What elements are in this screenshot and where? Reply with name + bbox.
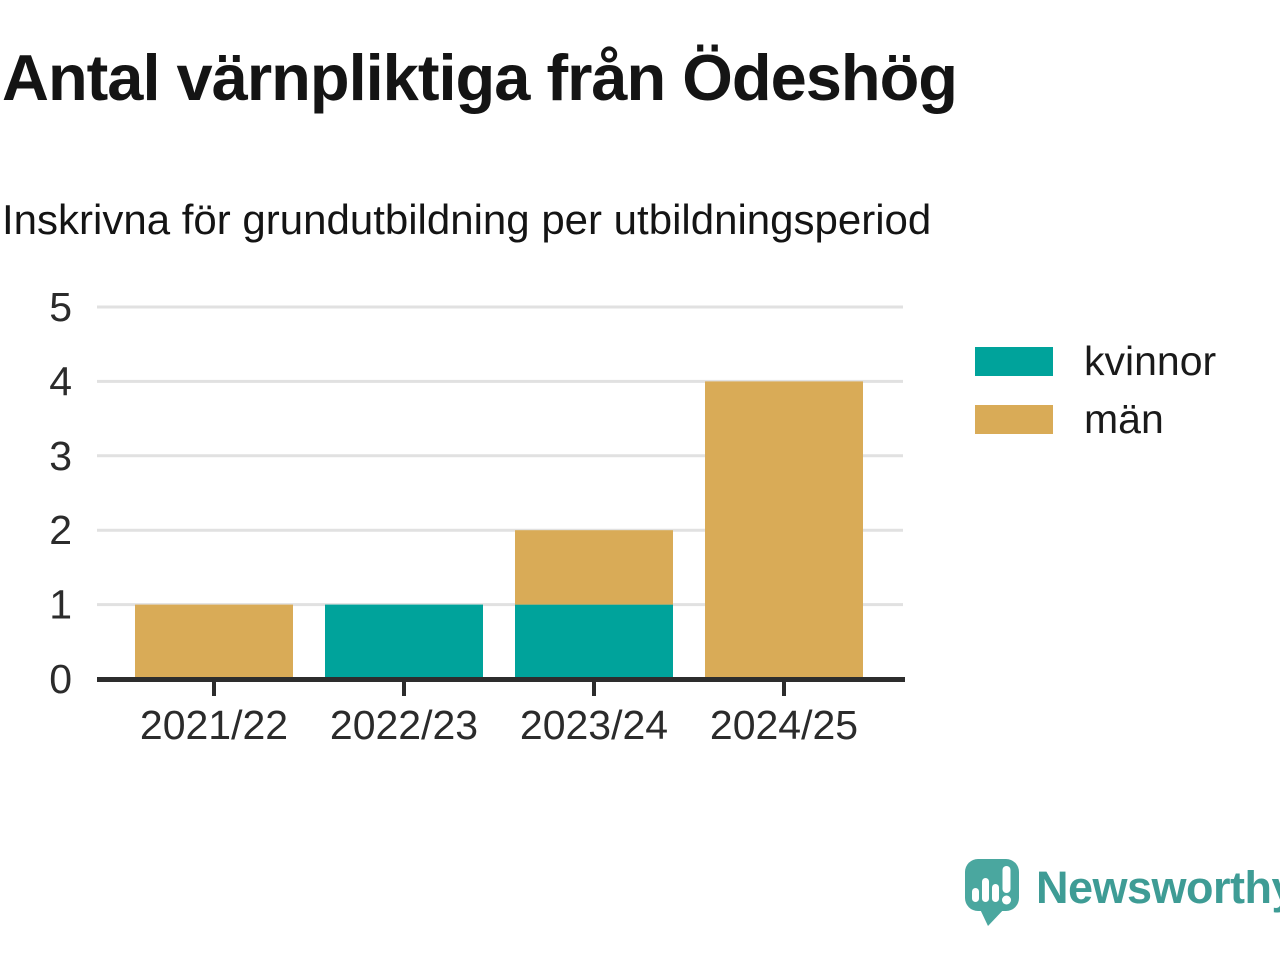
newsworthy-logo-icon [965,859,1019,926]
y-axis-tick-label: 4 [49,358,72,404]
x-axis-tick-label: 2024/25 [710,702,858,748]
bar-segment-män [705,381,863,679]
x-axis-tick-label: 2021/22 [140,702,288,748]
legend: kvinnor män [975,338,1217,442]
chart-title: Antal värnpliktiga från Ödeshög [2,41,958,114]
chart-subtitle: Inskrivna för grundutbildning per utbild… [2,196,932,243]
y-axis-tick-label: 2 [49,507,72,553]
y-axis-tick-label: 5 [49,284,72,330]
bar-segment-kvinnor [515,604,673,679]
x-axis-tick-label: 2023/24 [520,702,668,748]
y-axis-tick-label: 0 [49,656,72,702]
bar-segment-män [135,604,293,679]
x-axis-tick [402,682,406,696]
x-axis-tick [592,682,596,696]
legend-swatch-kvinnor [975,347,1053,376]
y-axis-tick-label: 3 [49,433,72,479]
newsworthy-logo: Newsworthy [964,858,1280,928]
x-axis-line [97,677,905,682]
legend-label-man: män [1084,396,1164,442]
legend-swatch-man [975,405,1053,434]
x-axis-tick [212,682,216,696]
legend-item-man: män [975,396,1216,442]
x-axis-tick [782,682,786,696]
legend-label-kvinnor: kvinnor [1084,338,1217,384]
brand-name: Newsworthy [1036,862,1280,913]
x-axis-tick-label: 2022/23 [330,702,478,748]
legend-item-kvinnor: kvinnor [975,338,1217,384]
bar-segment-män [515,530,673,605]
y-axis-tick-label: 1 [49,582,72,628]
bar-segment-kvinnor [325,604,483,679]
